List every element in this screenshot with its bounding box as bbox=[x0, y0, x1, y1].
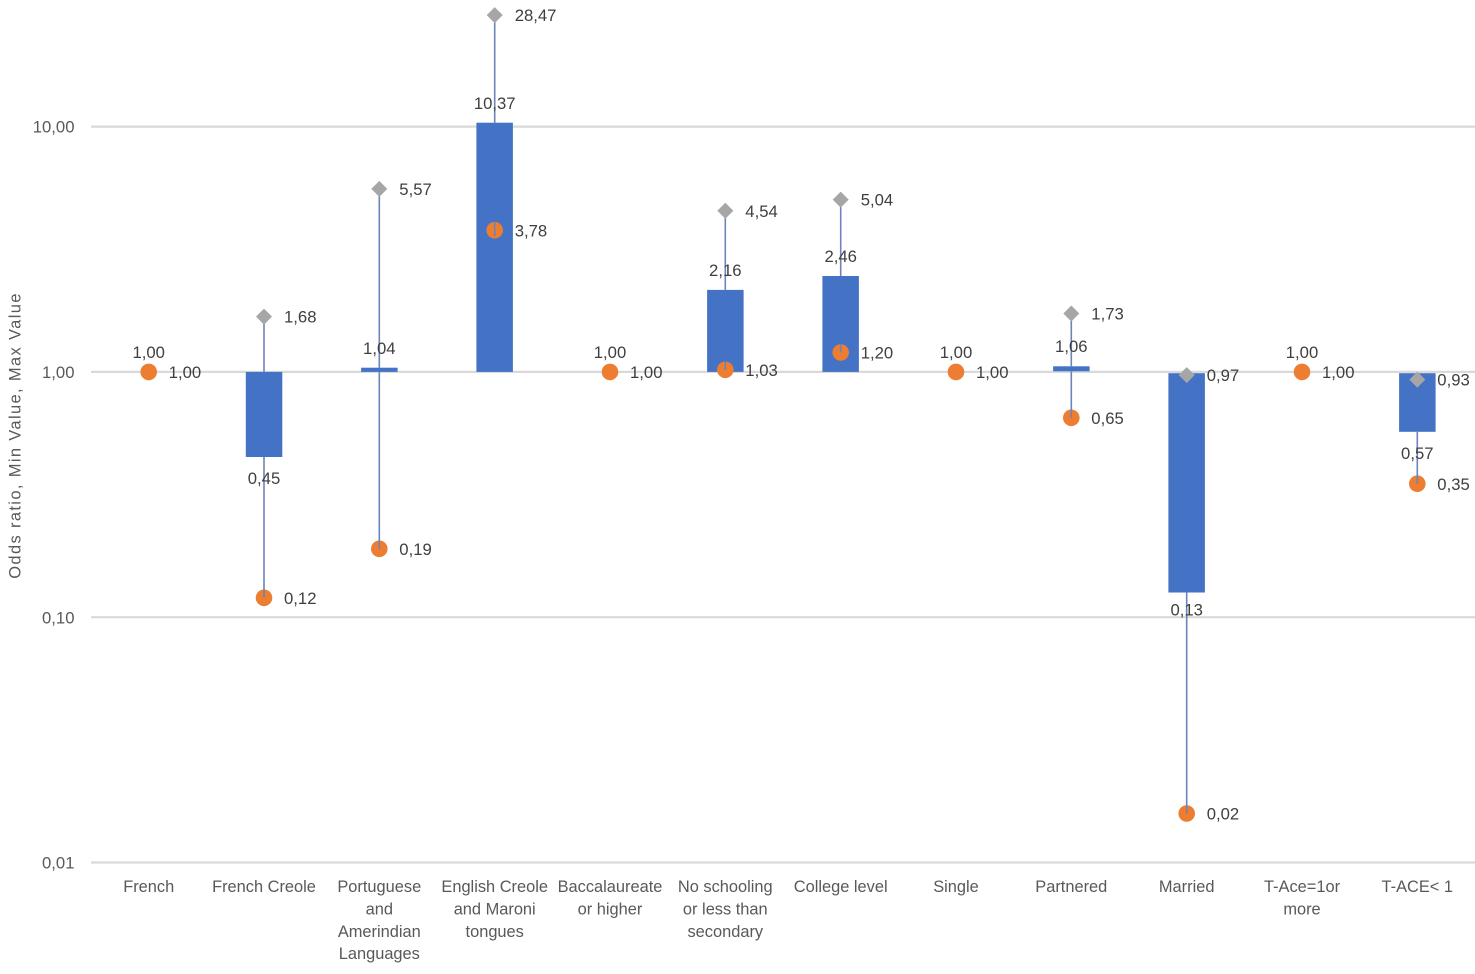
svg-text:0,57: 0,57 bbox=[1401, 444, 1433, 463]
svg-text:2,16: 2,16 bbox=[709, 261, 741, 280]
svg-text:0,65: 0,65 bbox=[1091, 409, 1123, 428]
svg-text:1,73: 1,73 bbox=[1091, 305, 1123, 324]
svg-text:Single: Single bbox=[933, 878, 979, 896]
svg-text:1,00: 1,00 bbox=[1322, 363, 1354, 382]
svg-text:1,20: 1,20 bbox=[861, 344, 893, 363]
svg-text:1,06: 1,06 bbox=[1055, 337, 1087, 356]
svg-text:0,35: 0,35 bbox=[1437, 475, 1469, 494]
svg-text:French: French bbox=[123, 878, 174, 896]
svg-text:0,45: 0,45 bbox=[248, 469, 280, 488]
svg-text:1,00: 1,00 bbox=[42, 363, 74, 382]
svg-text:1,00: 1,00 bbox=[1286, 343, 1318, 362]
svg-text:Married: Married bbox=[1159, 878, 1215, 896]
svg-text:1,00: 1,00 bbox=[594, 343, 626, 362]
svg-text:0,93: 0,93 bbox=[1437, 371, 1469, 390]
svg-text:2,46: 2,46 bbox=[824, 247, 856, 266]
svg-text:1,00: 1,00 bbox=[169, 363, 201, 382]
svg-text:College level: College level bbox=[794, 878, 888, 896]
svg-text:1,00: 1,00 bbox=[132, 343, 164, 362]
svg-text:0,02: 0,02 bbox=[1207, 805, 1239, 824]
svg-text:1,03: 1,03 bbox=[745, 361, 777, 380]
svg-text:4,54: 4,54 bbox=[745, 202, 777, 221]
svg-text:0,13: 0,13 bbox=[1170, 601, 1202, 620]
svg-text:0,01: 0,01 bbox=[42, 854, 74, 873]
svg-text:0,10: 0,10 bbox=[42, 608, 74, 627]
svg-text:Partnered: Partnered bbox=[1035, 878, 1107, 896]
svg-text:1,00: 1,00 bbox=[976, 363, 1008, 382]
svg-text:3,78: 3,78 bbox=[515, 221, 547, 240]
svg-text:1,00: 1,00 bbox=[940, 343, 972, 362]
svg-text:28,47: 28,47 bbox=[515, 6, 557, 25]
svg-text:0,19: 0,19 bbox=[399, 540, 431, 559]
svg-text:1,68: 1,68 bbox=[284, 308, 316, 327]
svg-text:1,00: 1,00 bbox=[630, 363, 662, 382]
svg-text:5,04: 5,04 bbox=[861, 191, 893, 210]
svg-text:0,97: 0,97 bbox=[1207, 366, 1239, 385]
svg-text:1,04: 1,04 bbox=[363, 339, 395, 358]
svg-text:0,12: 0,12 bbox=[284, 589, 316, 608]
svg-text:5,57: 5,57 bbox=[399, 180, 431, 199]
svg-text:10,00: 10,00 bbox=[33, 118, 75, 137]
svg-text:Odds ratio, Min Value, Max Val: Odds ratio, Min Value, Max Value bbox=[7, 292, 25, 579]
svg-text:T-ACE< 1: T-ACE< 1 bbox=[1382, 878, 1454, 896]
svg-text:French Creole: French Creole bbox=[212, 878, 316, 896]
svg-text:10,37: 10,37 bbox=[474, 94, 516, 113]
